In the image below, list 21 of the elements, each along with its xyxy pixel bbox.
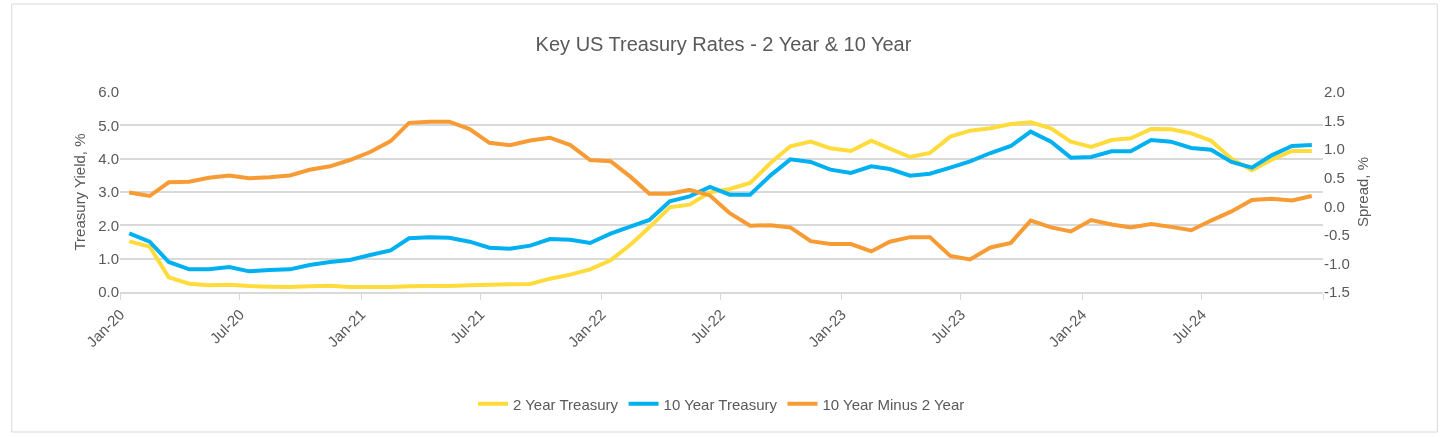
y-tick-label: 5.0: [98, 116, 119, 134]
y2-tick-label: 0.0: [1324, 197, 1345, 215]
y-tick-label: 1.0: [98, 249, 119, 267]
y-tick-label: 6.0: [98, 83, 119, 101]
y2-tick-label: 0.5: [1324, 168, 1345, 186]
y2-tick-label: -0.5: [1324, 226, 1350, 244]
y2-axis-title: Spread, %: [1353, 156, 1371, 228]
y2-tick-label: -1.5: [1324, 283, 1350, 301]
y-axis-title: Treasury Yield, %: [71, 133, 89, 251]
legend-label: 2 Year Treasury: [513, 395, 619, 413]
y-tick-label: 0.0: [98, 283, 119, 301]
y-tick-label: 4.0: [98, 149, 119, 167]
legend-label: 10 Year Minus 2 Year: [822, 395, 965, 413]
y-tick-label: 3.0: [98, 183, 119, 201]
y2-tick-label: 1.5: [1324, 111, 1345, 129]
y-tick-label: 2.0: [98, 216, 119, 234]
legend-label: 10 Year Treasury: [663, 395, 778, 413]
y2-tick-label: -1.0: [1324, 254, 1350, 272]
y2-tick-label: 2.0: [1324, 83, 1345, 101]
chart-title: Key US Treasury Rates - 2 Year & 10 Year: [535, 32, 912, 55]
y2-tick-label: 1.0: [1324, 140, 1345, 158]
